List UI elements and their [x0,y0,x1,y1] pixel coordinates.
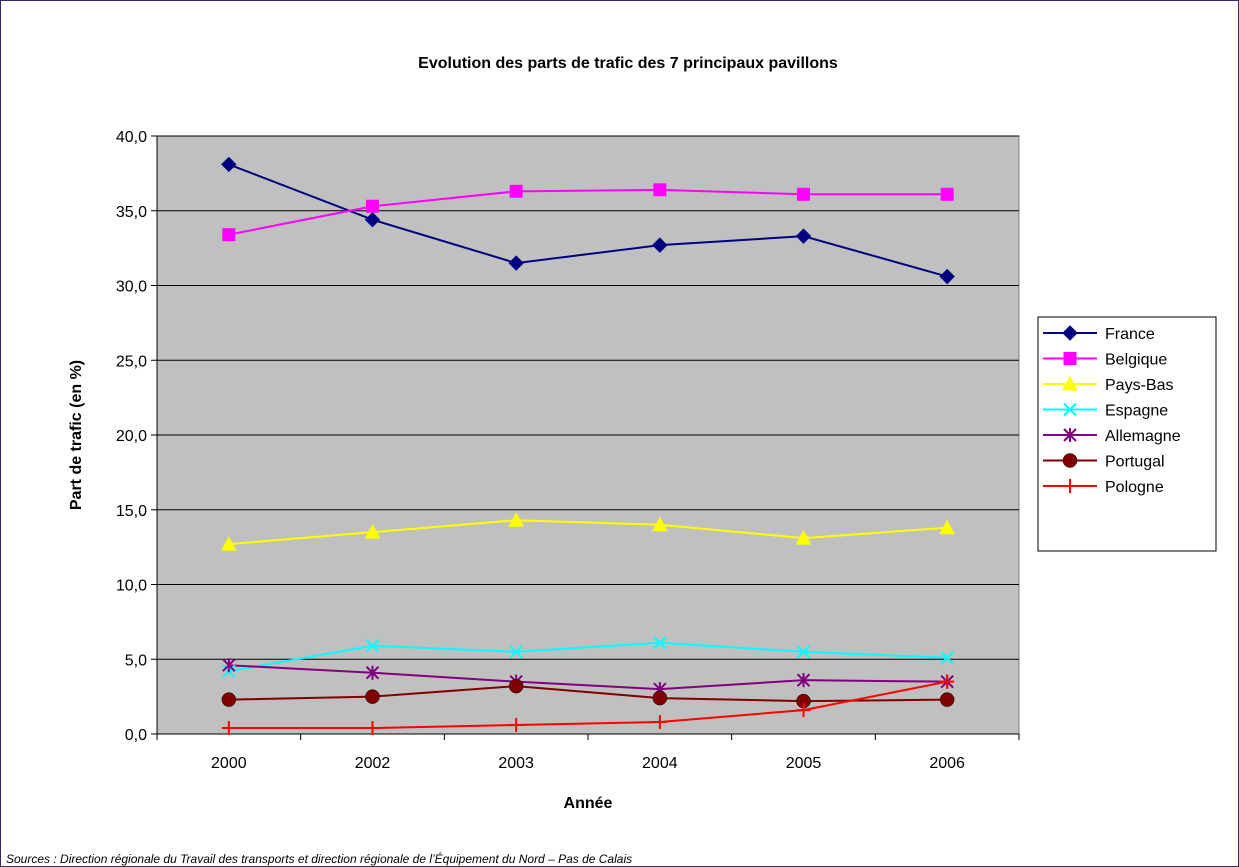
chart-title: Evolution des parts de trafic des 7 prin… [418,55,838,72]
x-tick-label: 2006 [929,755,965,772]
y-tick-label: 40,0 [116,129,147,146]
point-pologne [509,718,524,733]
series-line-allemagne [228,664,948,691]
point-pays-bas [508,512,525,527]
point-portugal [221,692,237,707]
point-allemagne [365,665,380,680]
point-belgique [797,187,810,201]
legend-label-espagne: Espagne [1105,403,1168,420]
point-espagne [940,651,954,665]
y-tick-label: 0,0 [125,727,147,744]
point-espagne [653,636,667,650]
y-tick-label: 5,0 [125,652,147,669]
point-pologne [221,721,236,736]
point-france [652,237,668,253]
point-belgique [509,184,523,198]
y-tick-label: 30,0 [116,279,147,296]
legend-marker-portugal [1062,453,1078,468]
point-pologne [796,703,811,718]
point-pologne [940,674,955,689]
point-allemagne [222,658,236,673]
gridlines [157,135,1019,660]
y-axis: 0,0 5,0 10,0 15,0 20,0 25,0 30,0 35,0 40,0 [116,129,158,744]
point-france [939,268,955,285]
point-france [221,156,237,173]
point-espagne [365,639,380,653]
x-tick-label: 2004 [642,755,678,772]
series-line-pays-bas [228,519,948,546]
series-line-portugal [228,685,948,703]
x-tick-label: 2000 [211,755,247,772]
legend-marker-espagne [1063,402,1077,417]
point-espagne [796,645,811,659]
x-axis: 2000 2002 2003 2004 2005 2006 [156,733,1020,772]
point-pays-bas [220,536,237,551]
point-portugal [652,690,668,706]
legend-label-pologne: Pologne [1105,479,1164,496]
legend-marker-pologne [1063,479,1077,493]
legend-label-pays-bas: Pays-Bas [1105,377,1173,394]
legend: France Belgique Pays-Bas Espagne Allemagne Po… [1037,316,1217,552]
point-belgique [366,199,379,213]
series-group [220,156,956,736]
point-allemagne [796,673,811,688]
legend-marker-pays-bas [1062,375,1078,391]
legend-label-allemagne: Allemagne [1105,428,1181,445]
point-france [364,212,381,228]
legend-label-france: France [1105,326,1155,343]
point-france [508,255,524,271]
point-portugal [365,689,380,704]
series-line-pologne [228,680,948,730]
y-axis-label: Part de trafic (en %) [68,360,85,510]
y-tick-label: 15,0 [116,503,147,520]
point-portugal [939,692,955,707]
y-tick-label: 35,0 [116,204,147,221]
x-tick-label: 2005 [786,755,822,772]
point-belgique [653,183,667,197]
source-note: Sources : Direction régionale du Travail… [6,852,633,866]
point-france [795,228,812,244]
legend-label-portugal: Portugal [1105,454,1165,471]
x-axis-label: Année [564,795,613,812]
point-pays-bas [364,524,381,539]
point-pays-bas [939,519,956,535]
legend-label-belgique: Belgique [1105,352,1167,369]
point-pays-bas [795,530,812,545]
point-espagne [509,645,523,659]
x-tick-label: 2002 [355,755,391,772]
point-portugal [508,678,524,694]
y-tick-label: 20,0 [116,428,147,445]
legend-marker-allemagne [1063,428,1077,442]
point-belgique [222,228,236,242]
series-line-espagne [228,641,948,673]
y-tick-label: 10,0 [116,578,147,595]
y-tick-label: 25,0 [116,353,147,370]
legend-marker-france [1062,325,1078,341]
point-pologne [365,721,380,736]
legend-marker-belgique [1063,352,1077,365]
x-tick-label: 2003 [498,755,534,772]
point-pologne [652,715,667,730]
series-line-belgique [228,188,948,236]
point-belgique [940,187,954,201]
point-pays-bas [651,516,668,532]
